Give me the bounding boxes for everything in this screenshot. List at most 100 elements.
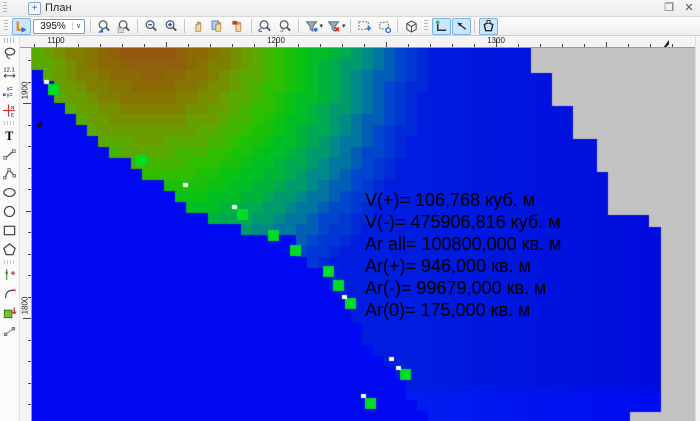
right-edge-strip xyxy=(695,36,700,421)
ruler-tick xyxy=(28,361,31,362)
arc-tool[interactable] xyxy=(1,284,19,303)
zoom-in-button[interactable] xyxy=(162,18,181,35)
filter-clear-button[interactable]: ▾ xyxy=(325,18,347,35)
chevron-down-icon: ▾ xyxy=(342,23,346,30)
ruler-tick xyxy=(254,44,255,47)
dock-icon[interactable]: + xyxy=(28,1,41,15)
ruler-tick xyxy=(34,44,35,47)
origin-tool-button[interactable] xyxy=(11,17,31,35)
toolbar-separator xyxy=(3,121,16,125)
snap-shape-icon xyxy=(481,19,496,34)
mag-next-icon xyxy=(278,19,293,34)
toolbar-separator xyxy=(251,19,252,33)
hand-dyn-icon xyxy=(231,19,246,34)
lasso-tool[interactable] xyxy=(1,44,19,63)
ruler-tick xyxy=(452,44,453,47)
ruler-tick xyxy=(28,81,31,83)
funnel-icon xyxy=(304,19,319,34)
view-next-button[interactable] xyxy=(276,18,295,35)
measure-tool[interactable]: 12.1 xyxy=(1,63,19,82)
drawing-toolbar-grip-handle[interactable] xyxy=(3,38,16,43)
tabbar-grip-handle[interactable] xyxy=(3,2,7,14)
text-tool[interactable]: T xyxy=(1,126,19,145)
fill-cell-tool[interactable] xyxy=(1,303,19,322)
segment-icon xyxy=(2,147,17,162)
segment-tool[interactable] xyxy=(1,145,19,164)
toolbar-separator xyxy=(474,19,476,33)
rect-icon xyxy=(2,223,17,238)
toolbar-separator xyxy=(137,19,138,33)
restore-window-icon[interactable]: ❐ xyxy=(664,2,674,14)
horizontal-ruler: 1100 1200 1300 xyxy=(20,36,695,48)
measure-icon: 12.1 xyxy=(2,65,17,80)
volume-result-line: V(-)= 475906,816 куб. м xyxy=(365,212,561,232)
snap-ortho-button[interactable] xyxy=(431,17,451,35)
polygon-tool[interactable] xyxy=(1,240,19,259)
coords-icon: x= y= xyxy=(2,84,17,99)
ruler-tick xyxy=(540,44,541,47)
ruler-tick xyxy=(650,44,651,47)
corner-arrow-icon xyxy=(14,19,29,34)
ruler-tick xyxy=(562,44,563,47)
coords-tool[interactable]: x= y= xyxy=(1,82,19,101)
sel-poly-icon xyxy=(377,19,392,34)
pan-page-button[interactable] xyxy=(209,18,228,35)
rect-tool[interactable] xyxy=(1,221,19,240)
snap-ortho-icon xyxy=(434,19,449,34)
heatmap-canvas[interactable] xyxy=(32,48,695,421)
snap-segment-button[interactable] xyxy=(451,17,471,35)
hand-icon xyxy=(191,19,206,34)
ruler-label: 1100 xyxy=(47,36,65,45)
ruler-tick xyxy=(408,44,409,47)
view-previous-button[interactable] xyxy=(256,18,275,35)
polyline-tool[interactable] xyxy=(1,164,19,183)
volume-result-line: Ar(-)= 99679,000 кв. м xyxy=(365,278,547,298)
cursor-position-marker xyxy=(663,40,669,47)
pan-dynamic-button[interactable] xyxy=(229,18,248,35)
ruler-tick xyxy=(26,210,31,212)
toolbar-grip-handle[interactable] xyxy=(424,20,429,32)
funnel-x-icon xyxy=(326,19,341,34)
ruler-tick xyxy=(298,44,299,47)
select-contour-button[interactable] xyxy=(375,18,394,35)
zoom-selected-button[interactable] xyxy=(95,18,114,35)
view-3d-button[interactable] xyxy=(402,18,421,35)
close-window-icon[interactable]: ✕ xyxy=(684,2,694,14)
ruler-tick xyxy=(28,189,31,190)
volume-result-line: Ar all= 100800,000 кв. м xyxy=(365,234,562,254)
mag-plus-icon xyxy=(164,19,179,34)
ruler-tick xyxy=(23,318,31,319)
ruler-tick xyxy=(386,42,387,47)
toolbar-grip-handle[interactable] xyxy=(4,20,8,32)
snap-contour-button[interactable] xyxy=(478,17,498,35)
select-rect-button[interactable] xyxy=(355,18,374,35)
add-vertex-tool[interactable] xyxy=(1,265,19,284)
ruler-tick xyxy=(28,339,31,341)
ruler-tick xyxy=(276,39,277,47)
filter-button[interactable]: ▾ xyxy=(303,18,325,35)
sel-rect-icon xyxy=(357,19,372,34)
zoom-window-button[interactable] xyxy=(115,18,134,35)
ruler-tick xyxy=(672,44,673,47)
tab-plan[interactable]: План xyxy=(45,2,72,14)
circle-tool[interactable] xyxy=(1,202,19,221)
ruler-label: 1200 xyxy=(267,36,285,45)
zoom-out-button[interactable] xyxy=(142,18,161,35)
cube-icon xyxy=(404,19,419,34)
ruler-tick xyxy=(210,44,211,47)
pan-button[interactable] xyxy=(189,18,208,35)
ellipse-tool[interactable] xyxy=(1,183,19,202)
mag-prev-icon xyxy=(257,19,273,34)
plan-viewport: V(+)= 106,768 куб. м V(-)= 475906,816 ку… xyxy=(32,48,695,421)
ruler-tick xyxy=(496,39,497,47)
ruler-tick xyxy=(28,167,31,169)
svg-text:x=: x= xyxy=(7,87,13,93)
ruler-tick xyxy=(28,232,31,233)
volume-result-line: Ar(0)= 175,000 кв. м xyxy=(365,300,531,320)
mag-win-icon xyxy=(117,19,132,34)
zoom-level-select[interactable]: 395% ∨ xyxy=(33,18,85,34)
svg-text:12.1: 12.1 xyxy=(3,68,14,74)
toolbar-separator xyxy=(90,19,91,33)
edit-nodes-tool[interactable] xyxy=(1,322,19,341)
